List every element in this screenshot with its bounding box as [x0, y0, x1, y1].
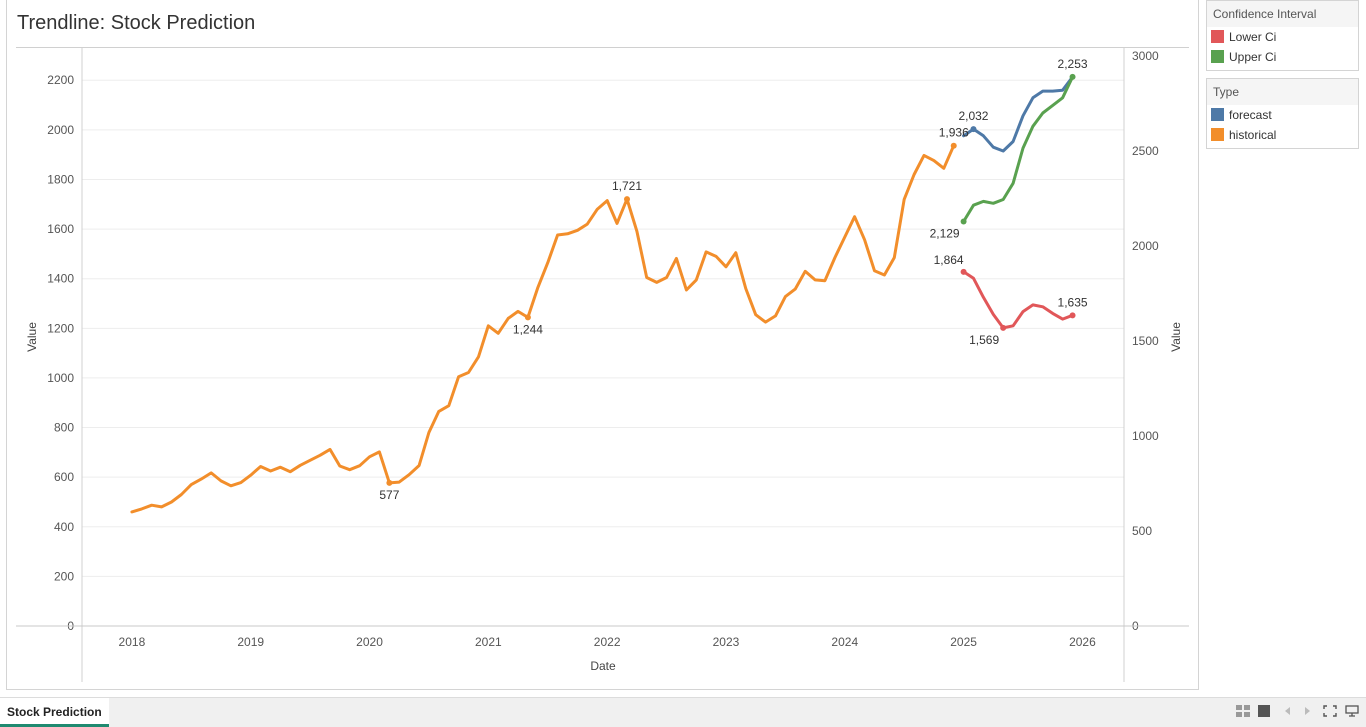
legend-swatch	[1211, 30, 1224, 43]
series-line-upper-ci	[962, 75, 1075, 223]
x-tick-label: 2022	[594, 635, 621, 649]
data-label: 1,864	[934, 253, 964, 267]
legend-item-lower-ci[interactable]: Lower Ci	[1207, 27, 1358, 47]
y-right-axis-title: Value	[1169, 322, 1183, 352]
x-tick-label: 2026	[1069, 635, 1096, 649]
data-point-marker	[1069, 73, 1076, 80]
y-left-tick-label: 800	[54, 421, 74, 435]
x-axis-title: Date	[590, 659, 616, 673]
y-left-tick-label: 1200	[47, 321, 74, 335]
y-right-tick-label: 3000	[1132, 49, 1159, 63]
legend-swatch	[1211, 108, 1224, 121]
data-point-marker	[960, 268, 967, 275]
series-line-historical	[130, 144, 956, 514]
y-left-tick-label: 1400	[47, 272, 74, 286]
data-point-marker	[950, 142, 957, 149]
y-right-tick-label: 1000	[1132, 429, 1159, 443]
fullscreen-icon[interactable]	[1323, 705, 1337, 720]
legend-swatch	[1211, 50, 1224, 63]
data-point-marker	[386, 479, 393, 486]
y-left-tick-label: 1000	[47, 371, 74, 385]
y-left-tick-label: 2000	[47, 123, 74, 137]
legend-item-forecast[interactable]: forecast	[1207, 105, 1358, 125]
legend-item-upper-ci[interactable]: Upper Ci	[1207, 47, 1358, 67]
legend-title: Type	[1207, 79, 1358, 105]
series-line-lower-ci	[962, 270, 1075, 330]
prev-icon[interactable]	[1283, 705, 1291, 720]
data-point-marker	[624, 196, 631, 203]
grid-view-icon[interactable]	[1236, 705, 1250, 720]
data-label: 1,936	[939, 126, 969, 140]
data-label: 1,721	[612, 179, 642, 193]
legend-confidence-interval: Confidence Interval Lower Ci Upper Ci	[1206, 0, 1359, 71]
data-point-marker	[1069, 312, 1076, 319]
legend-item-historical[interactable]: historical	[1207, 125, 1358, 145]
y-left-tick-label: 600	[54, 470, 74, 484]
x-tick-label: 2019	[237, 635, 264, 649]
y-right-tick-label: 2000	[1132, 239, 1159, 253]
data-label: 1,244	[513, 322, 543, 336]
dashboard-panel	[6, 0, 1199, 690]
y-left-axis-title: Value	[25, 322, 39, 352]
x-tick-label: 2024	[831, 635, 858, 649]
title-divider	[16, 47, 1189, 48]
data-point-marker	[1000, 324, 1007, 331]
legend-label: Lower Ci	[1229, 30, 1277, 44]
legend-label: Upper Ci	[1229, 50, 1277, 64]
data-label: 2,032	[958, 109, 988, 123]
tab-stock-prediction[interactable]: Stock Prediction	[0, 698, 109, 727]
y-right-tick-label: 500	[1132, 524, 1152, 538]
sheet-tab-bar: Stock Prediction	[0, 697, 1366, 727]
data-point-marker	[960, 218, 967, 225]
y-left-tick-label: 200	[54, 569, 74, 583]
y-left-tick-label: 2200	[47, 73, 74, 87]
y-left-tick-label: 400	[54, 520, 74, 534]
x-tick-label: 2025	[950, 635, 977, 649]
next-icon[interactable]	[1304, 705, 1312, 720]
data-label: 2,129	[930, 226, 960, 240]
x-tick-label: 2020	[356, 635, 383, 649]
x-tick-label: 2021	[475, 635, 502, 649]
legend-type: Type forecast historical	[1206, 78, 1359, 149]
y-left-tick-label: 1800	[47, 172, 74, 186]
y-left-tick-label: 1600	[47, 222, 74, 236]
y-right-tick-label: 1500	[1132, 334, 1159, 348]
x-tick-label: 2023	[713, 635, 740, 649]
series-line-forecast	[962, 75, 1075, 153]
presentation-icon[interactable]	[1345, 705, 1359, 720]
data-label: 1,635	[1058, 295, 1088, 309]
data-point-marker	[970, 126, 977, 133]
page-title: Trendline: Stock Prediction	[17, 12, 256, 34]
legend-title: Confidence Interval	[1207, 1, 1358, 27]
x-tick-label: 2018	[119, 635, 146, 649]
data-label: 2,253	[1058, 57, 1088, 71]
legend-label: historical	[1229, 128, 1277, 142]
legend-label: forecast	[1229, 108, 1272, 122]
data-label: 577	[379, 488, 399, 502]
data-label: 1,569	[969, 333, 999, 347]
y-right-tick-label: 2500	[1132, 144, 1159, 158]
data-point-marker	[524, 314, 531, 321]
single-view-icon[interactable]	[1258, 705, 1270, 720]
stock-prediction-chart[interactable]: 0200400600800100012001400160018002000220…	[0, 0, 1200, 690]
legend-swatch	[1211, 128, 1224, 141]
